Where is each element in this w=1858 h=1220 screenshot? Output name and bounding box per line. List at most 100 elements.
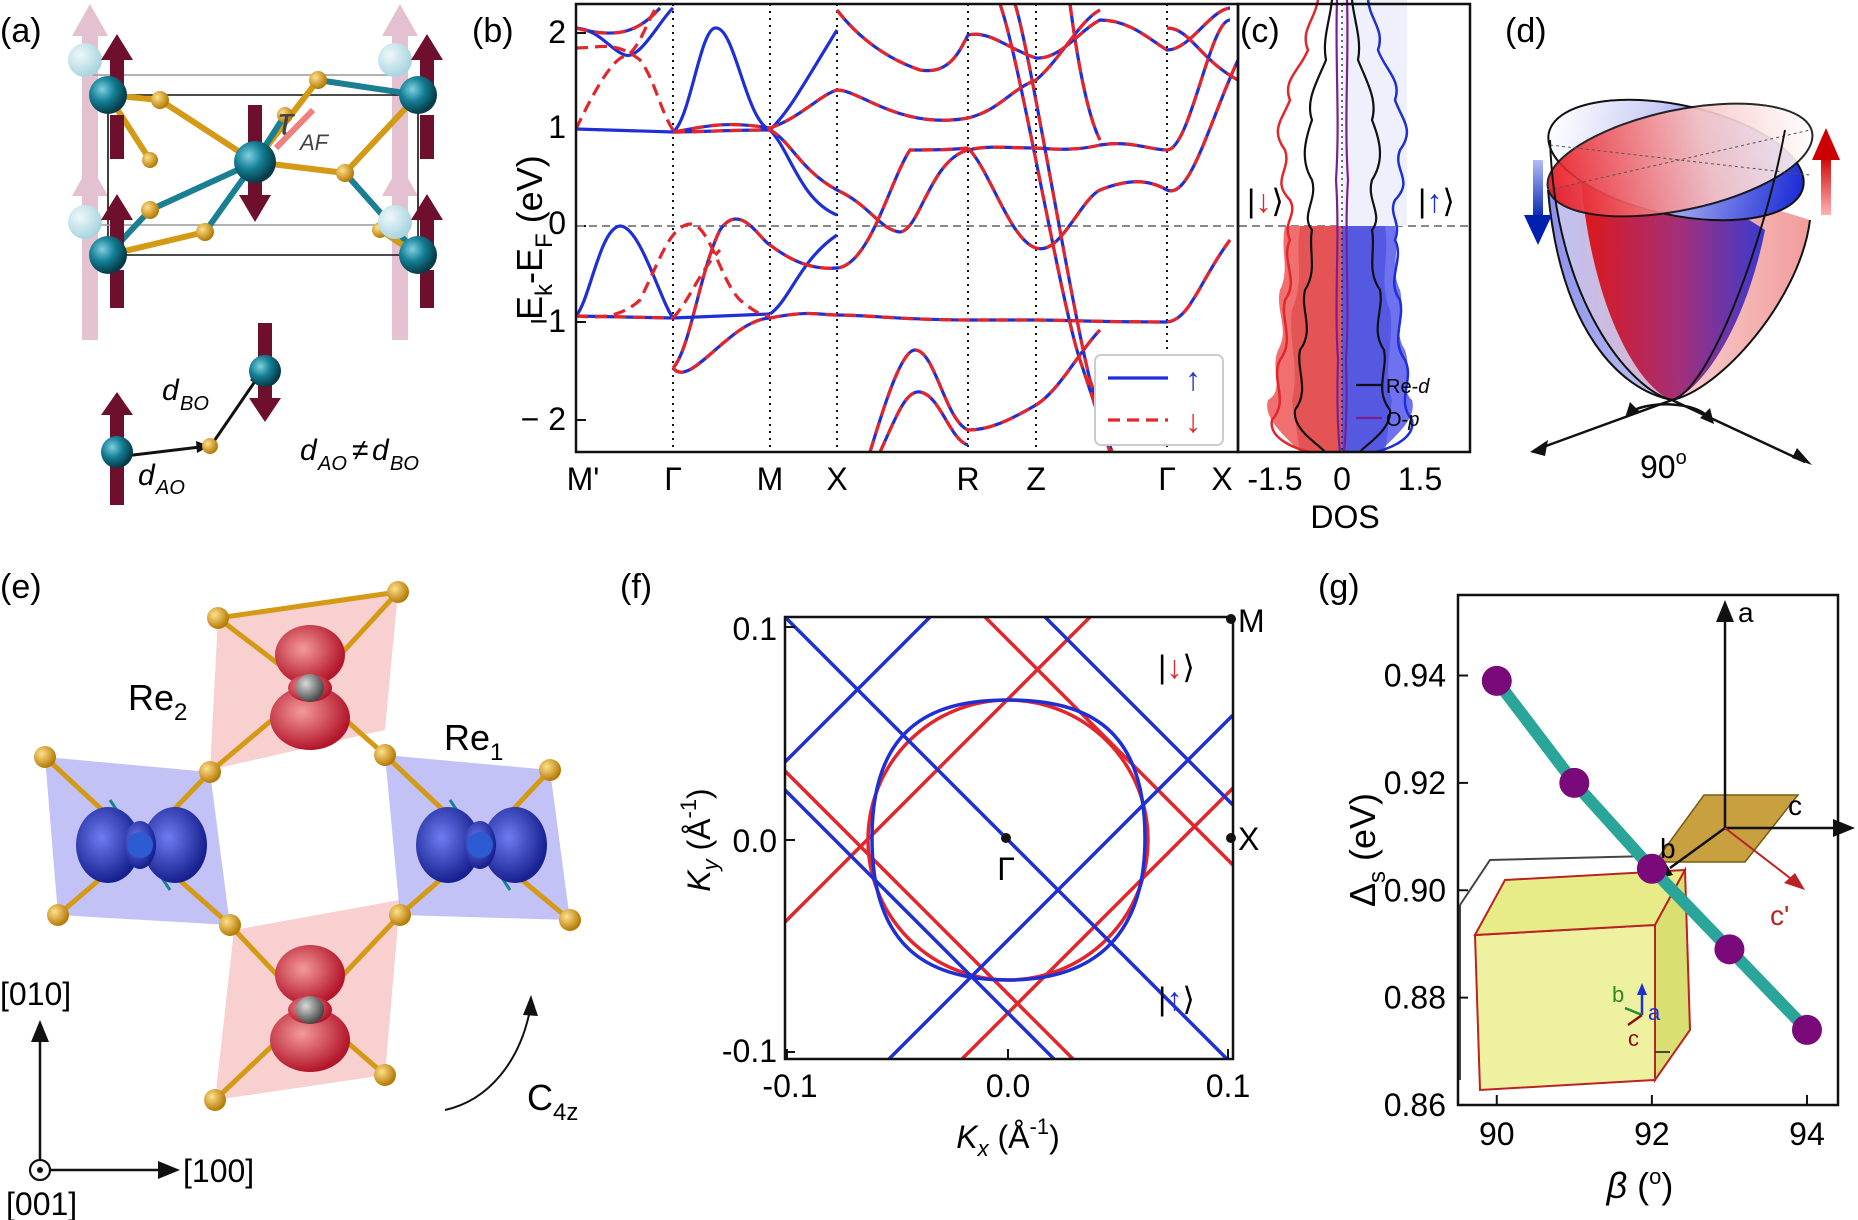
band-ytick: 2: [548, 14, 566, 50]
d-bo-subscript: BO: [180, 393, 209, 415]
dos-frame: [1236, 2, 1472, 454]
lattice-inset: a b c: [1459, 854, 1692, 1092]
legend-o-p: O-p: [1386, 409, 1419, 431]
x-point-label: X: [1238, 821, 1259, 857]
panel-a-label: (a): [0, 12, 42, 50]
k-path-labels: M' Γ M X R Z Γ X: [567, 461, 1233, 497]
triad-c: c: [1788, 790, 1802, 821]
svg-text:d: d: [300, 434, 318, 467]
band-ytick: 0: [548, 205, 566, 241]
k-label: Γ: [1158, 461, 1176, 497]
dos-legend: Re-d O-p: [1356, 376, 1430, 431]
delta-points: [1481, 665, 1822, 1045]
k-label: M': [567, 461, 600, 497]
legend-spin-up: ↑: [1185, 361, 1201, 397]
svg-text:Ky (Å-1): Ky (Å-1): [676, 788, 723, 891]
dos-xtick: 0: [1333, 461, 1351, 497]
fermi-xticks: -0.1 0.0 0.1: [762, 1068, 1250, 1104]
delta-xtick: 94: [1789, 1116, 1825, 1152]
dimer-sketch: [101, 323, 281, 505]
k-label: Γ: [664, 461, 682, 497]
fermi-up-ket: |↑⟩: [1158, 981, 1195, 1017]
spin-down-bands: [576, 2, 771, 320]
k-label: X: [1211, 461, 1232, 497]
dos-xtick: 1.5: [1398, 461, 1442, 497]
re2-orbital-bottom: [270, 945, 350, 1072]
delta-frame: [1456, 593, 1840, 1107]
tau-af-subscript: AF: [298, 130, 330, 155]
fermi-xlabel: Kx (Å-1): [956, 1114, 1059, 1161]
dir-010: [010]: [0, 976, 71, 1012]
c4-label: C4z: [527, 1077, 578, 1126]
delta-xtick: 90: [1479, 1116, 1515, 1152]
delta-xtick: 92: [1634, 1116, 1670, 1152]
dos-curves: [1267, 0, 1414, 452]
crystal-axes: [28, 1020, 180, 1182]
re2-orbital-top: [270, 625, 350, 750]
dir-100: [100]: [183, 1153, 254, 1189]
re1-orbital-left: [76, 807, 207, 883]
panel-g: (g) a b c a: [1318, 568, 1855, 1206]
panel-e: (e): [0, 568, 581, 1220]
k-label: Z: [1026, 461, 1046, 497]
delta-point: [1559, 767, 1590, 798]
fermi-yticks: 0.1 0.0 -0.1: [722, 611, 777, 1069]
re1-label: Re1: [444, 717, 503, 766]
panel-b: (b) Ek-EF (eV) 2 1 0 −1 − 2: [472, 2, 1470, 497]
fermi-xtick: 0.0: [986, 1068, 1030, 1104]
gamma-label: Γ: [997, 851, 1015, 887]
panel-e-label: (e): [0, 568, 42, 606]
dir-001: [001]: [6, 1186, 77, 1220]
band-yticks: 2 1 0 −1 − 2: [521, 14, 566, 437]
delta-ylabel: Δs (eV): [1342, 793, 1391, 907]
fermi-ytick: 0.1: [733, 611, 777, 647]
delta-xlabel: β (o): [1606, 1164, 1674, 1206]
band-ylabel: Ek-EF (eV): [509, 155, 558, 320]
k-point-lines: [672, 4, 1168, 452]
octa-oxygens: [34, 581, 581, 1111]
re1-orbital-right: [416, 807, 547, 883]
re2-label: Re2: [128, 677, 187, 726]
dos-up-ket: |↑⟩: [1418, 183, 1455, 219]
svg-text:d: d: [372, 434, 390, 467]
d-ao-subscript: AO: [155, 477, 185, 499]
delta-point: [1714, 934, 1745, 965]
triad-b: b: [1660, 833, 1676, 864]
band-ytick: 1: [548, 109, 566, 145]
d-bo-label: d: [162, 374, 180, 407]
fermi-ylabel: Ky (Å-1): [676, 788, 723, 891]
delta-ytick: 0.90: [1384, 872, 1446, 908]
legend-re-d: Re-d: [1386, 376, 1430, 398]
delta-ytick: 0.92: [1384, 765, 1446, 801]
dos-xtick: -1.5: [1247, 461, 1302, 497]
red-rim: [1546, 102, 1814, 218]
fermi-xtick: -0.1: [762, 1068, 817, 1104]
svg-text:Δs (eV): Δs (eV): [1342, 793, 1391, 907]
inset-b-label: b: [1612, 982, 1624, 1007]
panel-c: (c) |↓⟩ |↑⟩ Re-d O-p -1.5 0 1.5 DOS: [1236, 0, 1472, 535]
inset-c-label: c: [1628, 1026, 1639, 1051]
panel-f: (f) 0.1 0.: [620, 568, 1265, 1161]
dos-xticks: -1.5 0 1.5: [1247, 461, 1442, 497]
fermi-ytick: 0.0: [733, 823, 777, 859]
fermi-surface: [785, 617, 1233, 1059]
panel-d-label: (d): [1505, 12, 1547, 50]
panel-g-label: (g): [1318, 568, 1360, 606]
svg-text:BO: BO: [390, 453, 419, 475]
dos-xlabel: DOS: [1310, 499, 1379, 535]
dos-down-ket: |↓⟩: [1247, 183, 1284, 219]
fermi-ticks: [785, 626, 1229, 1059]
panel-a: (a): [0, 4, 443, 505]
d-ao-label: d: [138, 459, 156, 492]
delta-ytick: 0.94: [1384, 658, 1446, 694]
k-label: M: [757, 461, 784, 497]
svg-text:AO: AO: [317, 453, 347, 475]
angle-label: 90o: [1640, 447, 1687, 485]
panel-f-label: (f): [620, 568, 652, 606]
k-label: X: [826, 461, 847, 497]
triad-a: a: [1738, 597, 1754, 628]
panel-c-label: (c): [1240, 12, 1280, 50]
panel-d: (d) 90o: [1505, 12, 1840, 485]
delta-xticks: 90 92 94: [1479, 1095, 1825, 1152]
